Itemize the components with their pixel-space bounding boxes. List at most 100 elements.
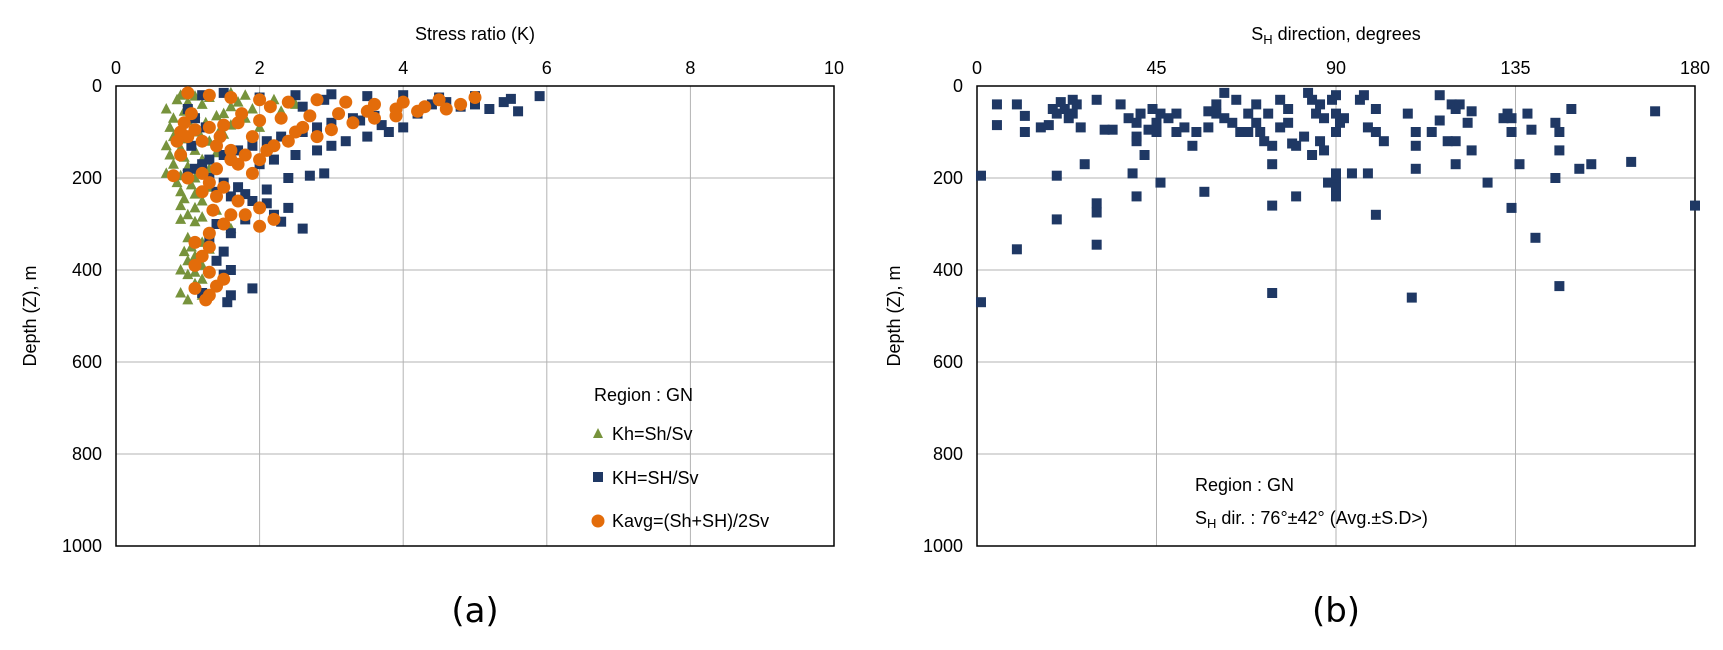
a-point-series-0 (196, 211, 208, 222)
b-point-series-0 (975, 170, 986, 181)
b-point-series-0 (1315, 99, 1326, 110)
a-point-series-1 (276, 131, 287, 142)
b-point-series-0 (1358, 90, 1369, 101)
chart-b-y-ticks: 0 200 400 600 800 1000 (923, 76, 963, 556)
chart-a-plot-area (115, 85, 835, 547)
a-point-series-1 (319, 168, 330, 179)
a-point-series-2 (166, 169, 180, 183)
chart-a-legend: Region : GN Kh=Sh/Sv KH=SH/Sv Kavg=(Sh+S… (591, 385, 769, 531)
b-point-series-0 (1267, 140, 1278, 151)
chart-a: 0 2 4 6 8 10 0 200 400 600 800 1000 Stress ratio (… (20, 24, 844, 631)
b-point-series-0 (1251, 117, 1262, 128)
a-point-series-2 (339, 95, 353, 109)
chart-b-points (975, 87, 1700, 308)
a-point-series-1 (197, 288, 208, 298)
chart-b-plot-area (976, 85, 1696, 547)
b-point-series-0 (1235, 127, 1246, 137)
a-point-series-2 (253, 114, 267, 127)
a-point-series-0 (164, 121, 176, 132)
chart-a-points (160, 86, 545, 308)
a-y-tick-label: 1000 (62, 536, 102, 556)
a-point-series-2 (224, 153, 238, 167)
b-point-series-0 (1331, 182, 1341, 193)
a-point-series-1 (276, 216, 287, 227)
a-point-series-2 (210, 189, 224, 203)
a-point-series-1 (362, 131, 373, 142)
b-point-series-0 (1283, 117, 1294, 128)
a-point-series-1 (326, 89, 337, 100)
b-point-series-0 (1155, 108, 1166, 119)
b-point-series-0 (1163, 113, 1174, 124)
a-point-series-1 (197, 90, 208, 101)
b-point-series-0 (1466, 145, 1477, 156)
b-point-series-0 (1071, 99, 1082, 110)
chart-b-panel-label: (b) (1312, 591, 1360, 631)
a-point-series-2 (324, 123, 338, 137)
b-point-series-0 (1267, 200, 1278, 211)
a-point-series-2 (263, 100, 277, 114)
b-x-tick-label: 90 (1326, 58, 1346, 78)
b-point-series-0 (1099, 124, 1110, 135)
b-point-series-0 (1051, 170, 1062, 181)
b-point-series-0 (1574, 163, 1585, 174)
chart-a-legend-entry-kavg: Kavg=(Sh+SH)/2Sv (612, 511, 769, 531)
a-point-series-2 (213, 130, 227, 144)
b-point-series-0 (1331, 127, 1341, 137)
b-point-series-0 (1123, 113, 1134, 124)
b-point-series-0 (1566, 104, 1577, 114)
chart-a-legend-title: Region : GN (594, 385, 693, 405)
a-point-series-1 (290, 90, 301, 101)
b-point-series-0 (1171, 108, 1182, 119)
a-point-series-2 (202, 120, 216, 134)
a-point-series-0 (246, 103, 258, 114)
b-point-series-0 (1466, 106, 1477, 117)
a-point-series-2 (202, 176, 216, 190)
a-point-series-2 (195, 134, 209, 148)
a-point-series-2 (174, 148, 188, 162)
a-point-series-2 (411, 104, 425, 118)
a-point-series-1 (297, 101, 308, 112)
chart-b-y-axis-title: Depth (Z), m (884, 265, 904, 366)
a-point-series-2 (188, 258, 202, 272)
a-point-series-1 (484, 104, 495, 114)
a-point-series-0 (225, 100, 237, 112)
a-point-series-1 (312, 122, 323, 133)
b-y-tick-label: 200 (933, 168, 963, 188)
chart-a-x-ticks: 0 2 4 6 8 10 (111, 58, 844, 78)
chart-b-x-axis-title: SH direction, degrees (1251, 24, 1421, 47)
a-point-series-0 (196, 195, 208, 206)
b-point-series-0 (1303, 87, 1314, 98)
b-point-series-0 (1307, 94, 1318, 105)
a-point-series-2 (253, 93, 267, 107)
a-point-series-2 (245, 130, 259, 144)
chart-b-x-axis-title-s: S (1251, 24, 1263, 44)
a-point-series-0 (160, 103, 172, 114)
a-point-series-2 (303, 109, 317, 123)
a-point-series-2 (224, 91, 238, 104)
a-point-series-1 (222, 297, 233, 308)
b-point-series-0 (1263, 108, 1274, 119)
a-point-series-2 (346, 116, 360, 130)
b-point-series-0 (1255, 127, 1266, 137)
b-point-series-0 (1323, 177, 1334, 188)
a-point-series-2 (184, 107, 198, 121)
b-point-series-0 (1307, 150, 1318, 160)
a-point-series-1 (426, 99, 437, 110)
b-point-series-0 (1131, 136, 1142, 147)
a-x-tick-label: 4 (398, 58, 408, 78)
b-point-series-0 (1426, 127, 1437, 137)
a-point-series-2 (181, 86, 195, 100)
a-point-series-1 (261, 198, 272, 209)
b-point-series-0 (1035, 122, 1046, 133)
a-point-series-0 (189, 201, 201, 213)
a-x-tick-label: 6 (542, 58, 552, 78)
chart-a-legend-entry-kH: KH=SH/Sv (612, 468, 699, 488)
chart-a-x-axis-title: Stress ratio (K) (415, 24, 535, 44)
b-y-tick-label: 800 (933, 444, 963, 464)
a-point-series-1 (225, 290, 236, 301)
b-point-series-0 (1075, 122, 1086, 133)
a-point-series-0 (175, 213, 187, 224)
b-point-series-0 (1450, 159, 1461, 170)
b-point-series-0 (1434, 115, 1445, 126)
